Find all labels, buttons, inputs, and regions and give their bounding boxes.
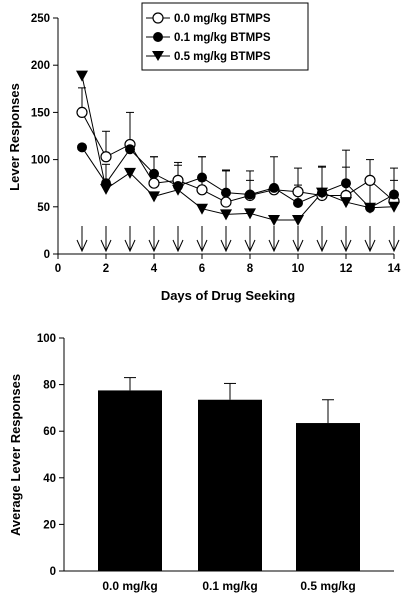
data-point-open-circle — [196, 184, 208, 196]
category-label: 0.1 mg/kg — [202, 579, 257, 593]
data-point-open-circle — [76, 106, 88, 119]
data-point-open-circle — [364, 174, 376, 186]
injection-arrow-head — [316, 239, 328, 253]
legend-item-1: 0.1 mg/kg BTMPS — [146, 32, 271, 44]
line-chart-y-ticks: 0 50 100 150 200 250 — [31, 13, 58, 261]
data-point-filled-triangle — [268, 215, 280, 227]
x-tick-label: 12 — [340, 263, 353, 275]
legend-marker-filled-circle — [153, 32, 163, 42]
data-point-filled-triangle — [172, 184, 184, 196]
y-tick-label: 0 — [44, 249, 50, 261]
bar-chart-bars — [98, 390, 360, 571]
line-chart-x-axis-title: Days of Drug Seeking — [161, 288, 295, 303]
legend-label-0: 0.0 mg/kg BTMPS — [174, 13, 271, 25]
data-point-filled-circle — [341, 178, 351, 189]
y-tick-label: 60 — [43, 426, 56, 438]
x-tick-label: 10 — [292, 263, 305, 275]
legend-label-2: 0.5 mg/kg BTMPS — [174, 51, 271, 63]
category-label: 0.5 mg/kg — [300, 579, 355, 593]
legend-item-2: 0.5 mg/kg BTMPS — [146, 51, 271, 63]
data-point-filled-triangle — [76, 70, 88, 82]
injection-arrow-head — [76, 239, 88, 253]
legend-marker-open-circle — [152, 12, 164, 24]
y-tick-label: 200 — [31, 60, 50, 72]
x-tick-label: 6 — [199, 263, 205, 275]
data-point-filled-circle — [269, 182, 279, 193]
category-label: 0.0 mg/kg — [102, 579, 157, 593]
y-tick-label: 100 — [31, 155, 50, 167]
injection-arrow-head — [364, 239, 376, 253]
injection-arrow-head — [268, 239, 280, 253]
x-tick-label: 4 — [151, 263, 158, 275]
x-tick-label: 14 — [388, 263, 401, 275]
bar — [98, 390, 162, 571]
y-tick-label: 80 — [43, 380, 56, 392]
data-point-open-circle — [292, 186, 304, 198]
y-tick-label: 40 — [43, 473, 56, 485]
injection-arrow-head — [292, 239, 304, 253]
injection-arrow-head — [244, 239, 256, 253]
y-tick-label: 100 — [37, 333, 56, 345]
bar-chart-y-axis-title: Average Lever Responses — [8, 374, 23, 536]
y-tick-label: 250 — [31, 13, 50, 25]
legend-marker-filled-triangle — [152, 51, 164, 61]
line-chart-axes — [57, 18, 394, 255]
data-point-open-circle — [100, 151, 112, 163]
injection-arrow-head — [388, 239, 400, 253]
legend-item-0: 0.0 mg/kg BTMPS — [146, 12, 271, 25]
data-point-filled-triangle — [196, 203, 208, 215]
data-point-filled-triangle — [316, 187, 328, 199]
legend: 0.0 mg/kg BTMPS 0.1 mg/kg BTMPS 0.5 mg/k… — [141, 2, 309, 71]
data-point-filled-triangle — [124, 167, 136, 179]
y-tick-label: 150 — [31, 107, 50, 119]
series-markers — [76, 70, 400, 227]
x-tick-label: 8 — [247, 263, 254, 275]
data-point-filled-circle — [245, 189, 255, 200]
data-point-filled-triangle — [100, 183, 112, 195]
injection-arrow-head — [148, 239, 160, 253]
bar-chart-y-ticks: 0 20 40 60 80 100 — [37, 333, 64, 578]
data-point-filled-triangle — [244, 208, 256, 220]
data-point-filled-circle — [125, 144, 135, 155]
data-point-filled-circle — [389, 189, 399, 200]
injection-arrows — [76, 226, 400, 253]
injection-arrow-head — [100, 239, 112, 253]
x-tick-label: 2 — [103, 263, 109, 275]
data-point-filled-circle — [197, 172, 207, 183]
injection-arrow-head — [340, 239, 352, 253]
bar-chart-category-labels: 0.0 mg/kg 0.1 mg/kg 0.5 mg/kg — [102, 579, 355, 593]
injection-arrow-head — [172, 239, 184, 253]
data-point-filled-triangle — [364, 202, 376, 214]
bar-chart: 0 20 40 60 80 100 0.0 mg/kg 0.1 mg/kg 0.5 mg/kg… — [8, 333, 394, 593]
injection-arrow-head — [124, 239, 136, 253]
bar — [198, 399, 262, 571]
data-point-open-circle — [148, 177, 160, 189]
data-point-filled-triangle — [340, 197, 352, 209]
y-tick-label: 0 — [50, 566, 56, 578]
data-point-filled-triangle — [148, 191, 160, 203]
series-line-0 — [81, 112, 395, 203]
data-point-filled-triangle — [220, 209, 232, 221]
line-chart-y-axis-title: Lever Responses — [7, 83, 22, 191]
injection-arrow-head — [220, 239, 232, 253]
data-point-filled-triangle — [388, 201, 400, 213]
line-chart: 0 50 100 150 200 250 0 2 4 6 8 10 12 14 Days of Drug… — [7, 2, 401, 303]
y-tick-label: 20 — [43, 519, 56, 531]
bar — [296, 423, 360, 571]
data-point-filled-circle — [221, 187, 231, 198]
x-tick-label: 0 — [55, 263, 61, 275]
data-point-filled-circle — [293, 198, 303, 209]
y-tick-label: 50 — [37, 202, 50, 214]
injection-arrow-head — [196, 239, 208, 253]
line-chart-x-ticks: 0 2 4 6 8 10 12 14 — [55, 254, 401, 275]
data-point-filled-triangle — [292, 215, 304, 227]
data-point-filled-circle — [149, 168, 159, 179]
data-point-open-circle — [220, 196, 232, 208]
legend-label-1: 0.1 mg/kg BTMPS — [174, 32, 271, 44]
bar-chart-error-bars — [124, 377, 334, 424]
data-point-filled-circle — [77, 142, 87, 153]
